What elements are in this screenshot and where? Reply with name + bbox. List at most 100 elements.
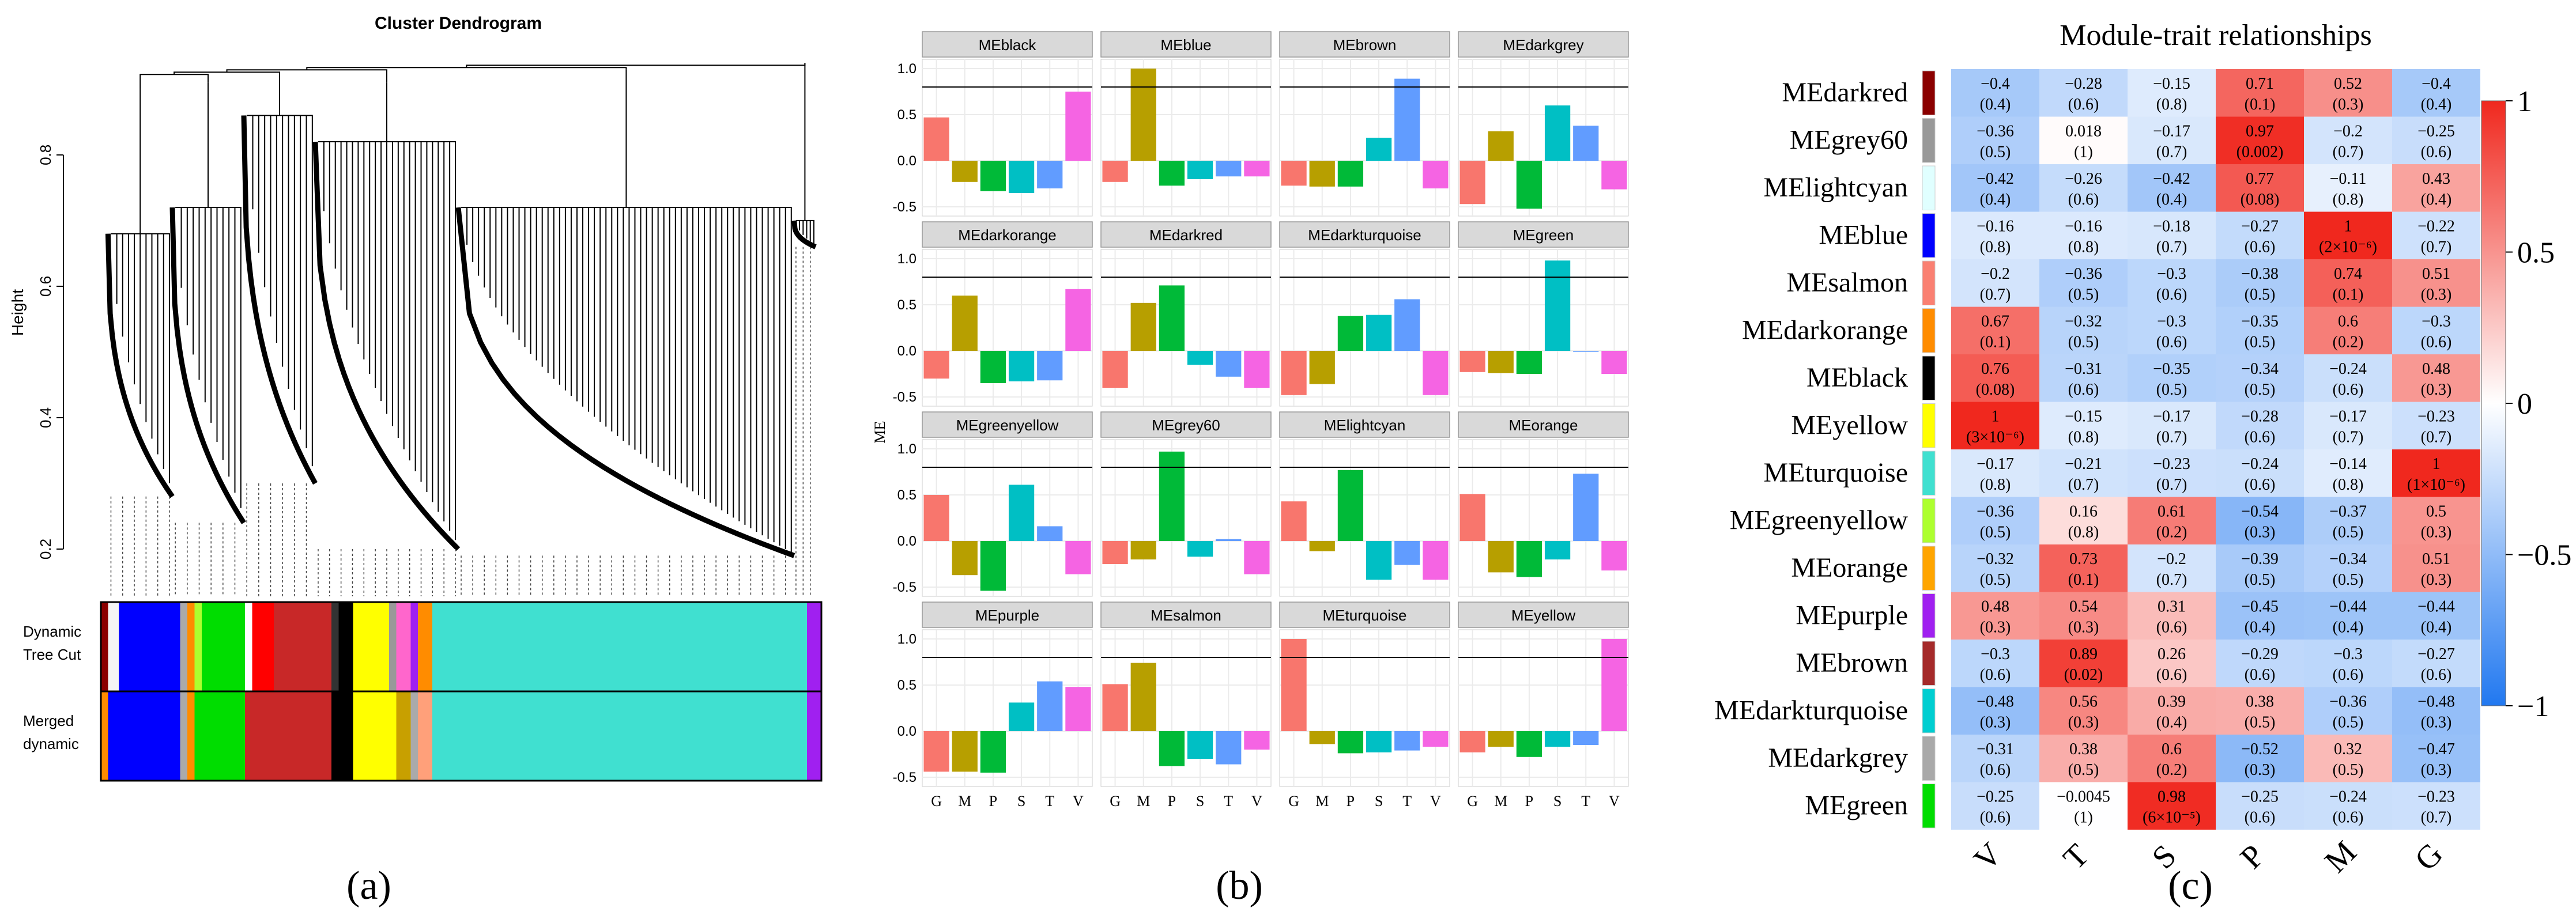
heatmap-cell-value-MEgreenyellow-M: −0.37 [2329,503,2367,521]
heatmap-cell-pvalue-MEdarkred-G: (0.4) [2421,96,2452,114]
heatmap-cell-value-MEdarkred-G: −0.4 [2422,75,2451,93]
dendrogram-leaves-2 [241,115,318,485]
heatmap-cell-MElightcyan-P [2216,164,2304,212]
heatmap-cell-pvalue-MEyellow-M: (0.7) [2333,429,2364,447]
dendrogram-leaves-0 [105,233,175,498]
facet-13-xtick-M: M [1137,793,1150,809]
heatmap-cell-MEsalmon-P [2216,259,2304,307]
heatmap-cell-pvalue-MEyellow-P: (0.6) [2245,429,2276,447]
column-label-T: T [2057,837,2096,876]
heatmap-cell-MEyellow-V [1951,402,2039,449]
heatmap-cell-pvalue-MEturquoise-S: (0.7) [2156,476,2187,494]
heatmap-cell-value-MEdarkgrey-P: −0.52 [2241,740,2279,758]
heatmap-cell-value-MEdarkturquoise-T: 0.56 [2069,693,2098,711]
dendrogram-leaves-5 [791,220,817,249]
facet-8-bar-G [923,495,949,541]
color-row-1-segment-10 [418,691,432,781]
heatmap-cell-value-MElightcyan-V: −0.42 [1977,170,2014,188]
facet-5-bar-T [1216,351,1242,377]
row-label-MEgreen: MEgreen [1805,790,1908,821]
color-row-0-segment-15 [396,602,411,691]
heatmap-cell-value-MEblue-M: 1 [2344,218,2352,236]
row-label-MEdarkred: MEdarkred [1782,77,1908,108]
row-color-swatch-MEgreen [1922,784,1936,829]
facet-8-bar-S [1008,485,1035,541]
facet-3-bar-V [1601,161,1627,190]
color-row-0-segment-14 [389,602,397,691]
row-color-swatch-MEbrown [1922,641,1936,686]
heatmap-cell-MEblack-P [2216,354,2304,402]
facet-strip-11 [1458,411,1629,438]
facet-panel-13 [1100,629,1272,787]
facet-4-bar-G [923,351,949,379]
facet-0-ytick-2: 0.5 [897,107,917,123]
facet-6-bar-P [1337,316,1364,351]
color-row-1-segment-7 [353,691,397,781]
heatmap-cell-MEgreen-P [2216,782,2304,830]
heatmap-cell-value-MEblack-G: 0.48 [2422,360,2450,378]
panel-c-module-trait-heatmap: Module-trait relationships MEdarkred −0.4 (… [1714,19,2571,880]
heatmap-cell-pvalue-MEblack-P: (0.5) [2245,381,2276,399]
facet-14-bar-T [1394,731,1420,751]
heatmap-cell-value-MEdarkturquoise-P: 0.38 [2246,693,2274,711]
heatmap-cell-pvalue-MEblue-T: (0.8) [2068,239,2099,256]
color-row-0-segment-0 [101,602,108,691]
heatmap-cell-MEyellow-M [2304,402,2392,449]
heatmap-cell-pvalue-MEpurple-S: (0.6) [2156,619,2187,637]
heatmap-cell-MEblue-T [2039,211,2128,259]
heatmap-cell-pvalue-MEsalmon-T: (0.5) [2068,286,2099,304]
color-row-1-segment-5 [245,691,331,781]
row-color-swatch-MEpurple [1922,593,1936,638]
facet-8-ytick-1: 0.0 [897,534,917,549]
heatmap-cell-pvalue-MEyellow-G: (0.7) [2421,429,2452,447]
heatmap-cell-pvalue-MEgreenyellow-P: (0.3) [2245,524,2276,542]
row-color-swatch-MEgreenyellow [1922,498,1936,543]
row-label-MEturquoise: MEturquoise [1763,457,1908,488]
color-row-0-segment-13 [375,602,389,691]
facet-panel-1 [1100,59,1272,217]
facet-panel-5 [1100,249,1272,407]
color-row-0-segment-19 [807,602,821,691]
heatmap-cell-value-MEdarkgrey-T: 0.38 [2069,740,2098,758]
facet-strip-12 [922,602,1093,628]
facet-1-bar-T [1216,161,1242,177]
heatmap-cell-MEdarkgrey-G [2392,735,2480,782]
row-label-MEdarkorange: MEdarkorange [1742,315,1908,346]
column-label-P: P [2234,838,2272,876]
facet-13-xtick-T: T [1224,793,1233,809]
heatmap-cell-value-MEdarkred-T: −0.28 [2065,75,2102,93]
heatmap-cell-pvalue-MEgrey60-M: (0.7) [2333,143,2364,161]
heatmap-cell-pvalue-MEturquoise-P: (0.6) [2245,476,2276,494]
facet-6-bar-M [1309,351,1335,384]
heatmap-cell-value-MEgrey60-V: −0.36 [1977,123,2014,141]
row-label-MEblack: MEblack [1806,362,1908,393]
facet-8-bar-T [1037,526,1063,541]
dendrogram-droplines-0 [110,496,170,596]
colorbar-tick-label-2: 0 [2517,388,2532,421]
dendrogram-leaves-1 [169,207,246,524]
facet-12-bar-V [1065,687,1091,731]
heatmap-cell-value-MEturquoise-S: −0.23 [2153,455,2190,473]
heatmap-cell-MEsalmon-V [1951,259,2039,307]
facet-11-bar-S [1544,541,1571,559]
row-label-MEsalmon: MEsalmon [1786,267,1908,298]
facet-15-xtick-T: T [1581,793,1590,809]
facet-2-bar-P [1337,161,1364,187]
facet-14-xtick-G: G [1288,793,1299,809]
heatmap-cell-MEpurple-G [2392,592,2480,640]
facet-10-bar-S [1366,541,1392,580]
facet-3-bar-S [1544,105,1571,161]
heatmap-cell-value-MEdarkgrey-S: 0.6 [2162,740,2182,758]
facet-14-xtick-S: S [1375,793,1383,809]
facet-4-bar-P [980,351,1006,383]
facet-strip-0 [922,31,1093,58]
heatmap-cell-pvalue-MEgrey60-G: (0.6) [2421,143,2452,161]
row-label-MElightcyan: MElightcyan [1763,172,1908,203]
heatmap-cell-value-MEdarkorange-T: −0.32 [2065,313,2102,331]
color-row-0-segment-16 [410,602,418,691]
facet-5-bar-M [1130,302,1156,351]
panel-a-dendrogram: Cluster Dendrogram 0.2 0.4 0.6 0.8 Height Dyna… [9,14,823,782]
facet-title-12: MEpurple [975,607,1039,624]
heatmap-cell-MEbrown-T [2039,640,2128,687]
facet-title-7: MEgreen [1513,226,1574,244]
